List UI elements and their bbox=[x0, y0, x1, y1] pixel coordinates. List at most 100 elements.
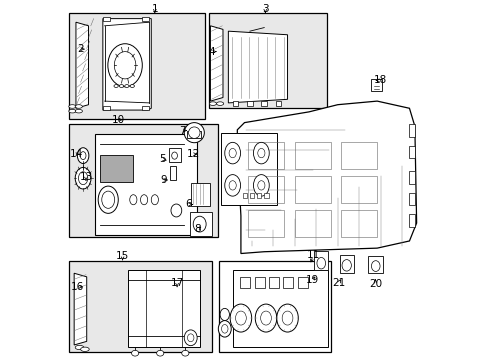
Bar bbox=[247, 176, 284, 203]
Text: 4: 4 bbox=[208, 46, 215, 57]
Bar bbox=[339, 255, 353, 273]
Bar bbox=[94, 134, 196, 234]
Bar bbox=[408, 146, 414, 158]
Ellipse shape bbox=[253, 142, 269, 164]
Bar bbox=[247, 142, 284, 169]
Text: 17: 17 bbox=[170, 278, 183, 288]
Ellipse shape bbox=[220, 309, 229, 320]
Bar bbox=[341, 142, 376, 169]
Ellipse shape bbox=[282, 311, 292, 325]
Bar bbox=[408, 171, 414, 184]
Text: 5: 5 bbox=[159, 154, 166, 164]
Ellipse shape bbox=[151, 195, 158, 205]
Bar bbox=[283, 277, 293, 288]
Ellipse shape bbox=[171, 204, 182, 217]
Bar bbox=[142, 17, 149, 22]
Text: 3: 3 bbox=[262, 4, 268, 14]
Bar bbox=[100, 155, 132, 182]
Ellipse shape bbox=[69, 109, 76, 113]
Bar bbox=[408, 125, 414, 137]
Text: 21: 21 bbox=[331, 278, 345, 288]
Ellipse shape bbox=[77, 148, 89, 163]
Text: 2: 2 bbox=[77, 44, 83, 54]
Bar bbox=[275, 101, 281, 107]
Bar bbox=[208, 13, 326, 108]
Ellipse shape bbox=[156, 350, 163, 356]
Bar bbox=[254, 277, 264, 288]
Ellipse shape bbox=[129, 195, 137, 205]
Bar bbox=[233, 270, 327, 347]
Ellipse shape bbox=[182, 350, 188, 356]
Ellipse shape bbox=[230, 304, 251, 332]
Bar bbox=[294, 176, 330, 203]
Bar bbox=[257, 193, 261, 198]
Ellipse shape bbox=[260, 311, 271, 325]
Text: 14: 14 bbox=[69, 149, 82, 159]
Bar bbox=[268, 277, 278, 288]
Ellipse shape bbox=[102, 191, 115, 208]
Bar bbox=[314, 251, 327, 270]
Ellipse shape bbox=[276, 304, 298, 332]
Bar bbox=[221, 134, 276, 205]
Text: 8: 8 bbox=[193, 225, 200, 234]
Bar bbox=[294, 142, 330, 169]
Ellipse shape bbox=[114, 85, 118, 87]
Bar bbox=[367, 256, 383, 273]
Ellipse shape bbox=[75, 105, 82, 108]
Bar bbox=[69, 125, 217, 237]
Ellipse shape bbox=[228, 181, 236, 190]
Ellipse shape bbox=[184, 330, 197, 346]
Bar bbox=[169, 166, 176, 180]
Polygon shape bbox=[228, 31, 287, 103]
Text: 10: 10 bbox=[111, 115, 124, 125]
Text: 20: 20 bbox=[368, 279, 381, 289]
Ellipse shape bbox=[78, 172, 88, 185]
Ellipse shape bbox=[209, 102, 216, 105]
Ellipse shape bbox=[257, 148, 264, 158]
Bar bbox=[261, 101, 266, 107]
Ellipse shape bbox=[193, 216, 206, 232]
Bar bbox=[69, 13, 204, 119]
Ellipse shape bbox=[108, 44, 142, 87]
Text: 1: 1 bbox=[151, 4, 158, 14]
Ellipse shape bbox=[81, 347, 89, 351]
Bar bbox=[142, 106, 149, 111]
Ellipse shape bbox=[221, 324, 227, 333]
Ellipse shape bbox=[124, 85, 129, 87]
Text: 7: 7 bbox=[179, 126, 186, 135]
Ellipse shape bbox=[235, 311, 246, 325]
Bar bbox=[102, 17, 110, 22]
Ellipse shape bbox=[188, 127, 200, 138]
Ellipse shape bbox=[224, 175, 240, 196]
Text: 16: 16 bbox=[71, 282, 84, 292]
Ellipse shape bbox=[80, 152, 86, 159]
Ellipse shape bbox=[253, 175, 269, 196]
Ellipse shape bbox=[228, 148, 236, 158]
Ellipse shape bbox=[371, 261, 379, 271]
Ellipse shape bbox=[69, 105, 76, 108]
Bar bbox=[219, 261, 330, 352]
Ellipse shape bbox=[187, 334, 194, 342]
Bar bbox=[247, 211, 284, 237]
Bar bbox=[371, 78, 382, 91]
Text: 15: 15 bbox=[116, 251, 129, 261]
Bar bbox=[294, 211, 330, 237]
Polygon shape bbox=[102, 19, 151, 110]
Ellipse shape bbox=[341, 260, 351, 271]
Bar bbox=[408, 214, 414, 226]
Text: 12: 12 bbox=[186, 149, 200, 159]
Bar bbox=[341, 211, 376, 237]
Bar bbox=[169, 148, 180, 162]
Ellipse shape bbox=[316, 257, 325, 269]
Polygon shape bbox=[237, 101, 416, 253]
Text: 13: 13 bbox=[79, 172, 92, 182]
Ellipse shape bbox=[140, 195, 147, 205]
Bar bbox=[190, 212, 211, 235]
Bar bbox=[190, 183, 210, 206]
Text: 19: 19 bbox=[305, 275, 319, 285]
Ellipse shape bbox=[75, 167, 91, 189]
Bar bbox=[408, 193, 414, 205]
Ellipse shape bbox=[98, 186, 118, 213]
Text: 9: 9 bbox=[160, 175, 167, 185]
Ellipse shape bbox=[218, 320, 231, 337]
